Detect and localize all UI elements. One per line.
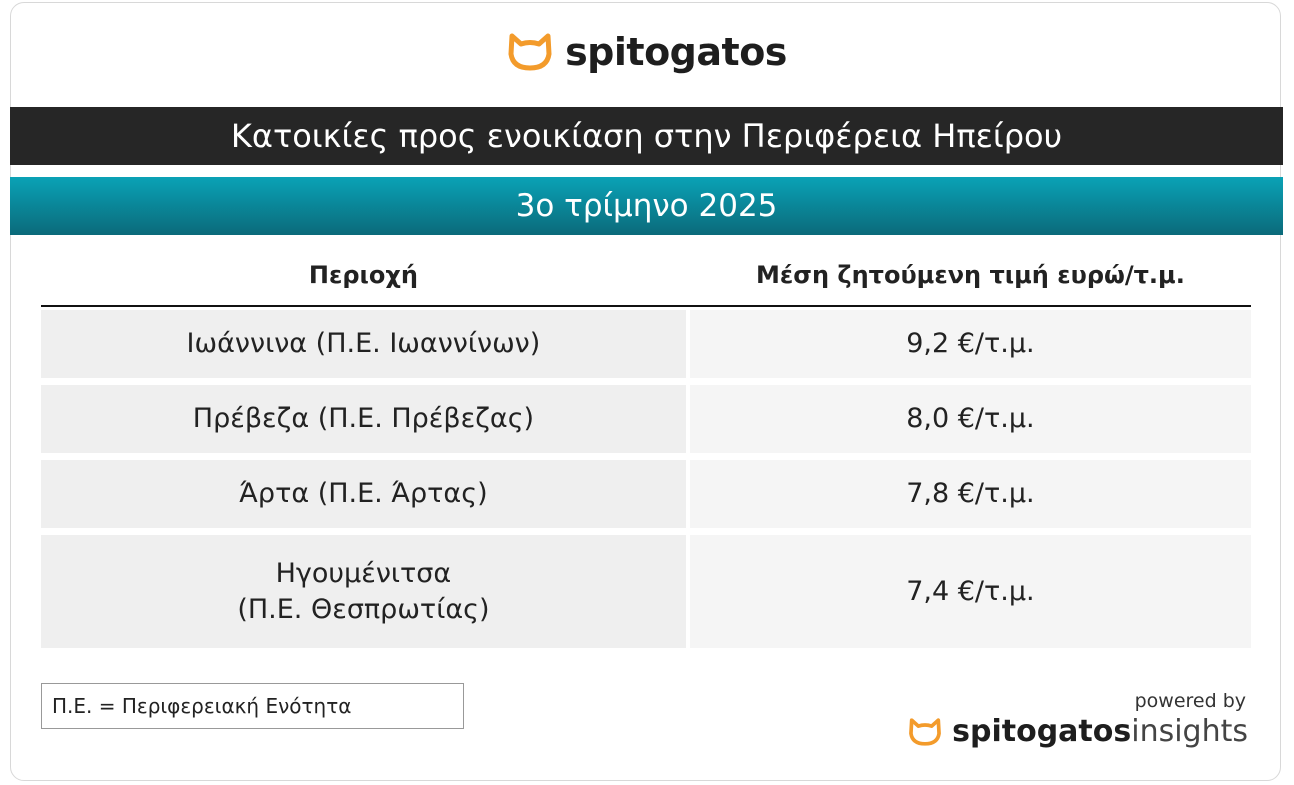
subtitle: 3ο τρίμηνο 2025 [515,188,778,224]
table-cell: 9,2 €/τ.μ. [689,310,1251,378]
table-cell: Ιωάννινα (Π.Ε. Ιωαννίνων) [41,310,686,378]
column-header: Περιοχή [308,261,418,289]
powered-by: powered by [1134,690,1246,712]
brand-text: spitogatos [952,714,1132,749]
table-row: Άρτα (Π.Ε. Άρτας) 7,8 €/τ.μ. [41,460,1251,528]
brand-name: spitogatosinsights [952,714,1248,749]
table-cell: 7,4 €/τ.μ. [689,535,1251,648]
subtitle-bar: 3ο τρίμηνο 2025 [10,177,1283,235]
table-cell: 8,0 €/τ.μ. [689,385,1251,453]
table-row: Ιωάννινα (Π.Ε. Ιωαννίνων) 9,2 €/τ.μ. [41,310,1251,378]
title: Κατοικίες προς ενοικίαση στην Περιφέρεια… [230,117,1063,155]
table-cell: Ηγουμένιτσα (Π.Ε. Θεσπρωτίας) [41,535,686,648]
table-cell: Άρτα (Π.Ε. Άρτας) [41,460,686,528]
table-row: Πρέβεζα (Π.Ε. Πρέβεζας) 8,0 €/τ.μ. [41,385,1251,453]
table-row: Ηγουμένιτσα (Π.Ε. Θεσπρωτίας) 7,4 €/τ.μ. [41,535,1251,648]
brand-suffix: insights [1131,714,1248,749]
table-header: Περιοχή Μέση ζητούμενη τιμή ευρώ/τ.μ. [41,245,1251,307]
cat-icon [909,717,942,746]
table-cell: 7,8 €/τ.μ. [689,460,1251,528]
logo-text: spitogatos [565,30,787,74]
brand: spitogatosinsights [908,714,1248,749]
note: Π.Ε. = Περιφερειακή Ενότητα [41,683,464,729]
logo: spitogatos [0,30,1294,74]
cat-icon [508,33,552,71]
card [10,2,1281,781]
column-header: Μέση ζητούμενη τιμή ευρώ/τ.μ. [756,261,1185,289]
table-cell: Πρέβεζα (Π.Ε. Πρέβεζας) [41,385,686,453]
title-bar: Κατοικίες προς ενοικίαση στην Περιφέρεια… [10,107,1283,165]
